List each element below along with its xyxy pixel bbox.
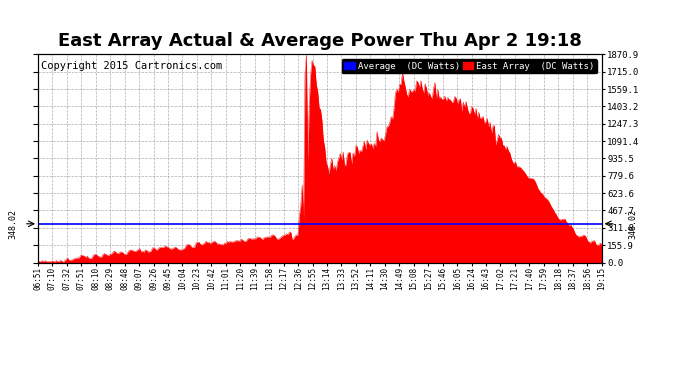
Title: East Array Actual & Average Power Thu Apr 2 19:18: East Array Actual & Average Power Thu Ap…	[58, 32, 582, 50]
Text: 348.02: 348.02	[8, 209, 17, 239]
Legend: Average  (DC Watts), East Array  (DC Watts): Average (DC Watts), East Array (DC Watts…	[342, 59, 597, 73]
Text: 348.02: 348.02	[628, 209, 637, 239]
Text: Copyright 2015 Cartronics.com: Copyright 2015 Cartronics.com	[41, 61, 222, 70]
